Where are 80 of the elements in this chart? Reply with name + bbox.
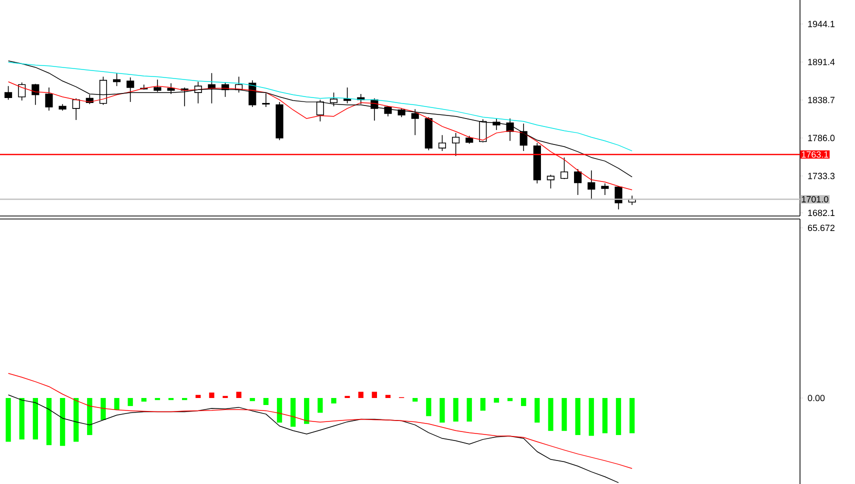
candlestick	[520, 123, 528, 152]
y-tick-label: 1891.4	[808, 58, 835, 66]
candlestick	[452, 132, 460, 156]
bar	[6, 398, 11, 442]
y-tick-label: 0.00	[808, 394, 825, 402]
candlestick	[546, 174, 554, 189]
bar	[426, 398, 432, 416]
bar	[507, 398, 513, 402]
bar	[358, 392, 364, 398]
bar	[629, 398, 635, 434]
y-tick-label: 1682.1	[808, 210, 835, 216]
candlestick	[45, 87, 53, 111]
candlestick	[438, 134, 446, 152]
candlestick	[344, 87, 352, 104]
candlestick	[126, 77, 134, 102]
candlestick	[18, 82, 26, 101]
candlestick	[32, 84, 40, 106]
bar	[114, 398, 120, 410]
bar	[602, 398, 608, 434]
bar	[480, 398, 486, 411]
bar	[372, 392, 377, 398]
bar	[466, 398, 472, 422]
bar	[74, 398, 79, 442]
candlestick	[560, 157, 568, 180]
bar	[60, 398, 66, 446]
bar	[196, 394, 201, 398]
bar	[575, 398, 580, 436]
bar	[588, 398, 594, 436]
bar	[46, 398, 52, 446]
y-tick-label: 1838.7	[808, 96, 834, 104]
ref-line-label: 1701.0	[802, 196, 828, 202]
ref-line-label: 1763.1	[802, 151, 828, 158]
bar	[263, 398, 269, 405]
candlestick	[154, 79, 162, 92]
bar	[440, 398, 445, 423]
candlestick	[112, 72, 121, 86]
bar	[494, 398, 500, 403]
bar	[100, 398, 106, 420]
y-tick-label: 65.672	[808, 224, 834, 232]
bar	[304, 398, 310, 424]
bar	[534, 398, 540, 423]
candlestick	[72, 98, 80, 120]
candlestick	[492, 118, 500, 130]
bar	[521, 398, 526, 406]
bar	[19, 398, 24, 440]
candlestick	[479, 118, 487, 143]
bar	[290, 398, 296, 427]
candlestick	[411, 108, 419, 136]
bar	[385, 394, 391, 398]
bar	[412, 398, 418, 402]
line-series	[8, 373, 632, 469]
bar	[87, 398, 92, 436]
candlestick	[208, 72, 216, 104]
candlestick	[194, 81, 202, 104]
bar	[453, 398, 458, 422]
candlestick	[330, 92, 338, 107]
bar	[318, 398, 323, 413]
candlestick	[167, 82, 175, 94]
candlestick	[262, 92, 270, 108]
bar	[128, 398, 133, 406]
candlestick	[316, 99, 324, 122]
bar	[141, 398, 146, 402]
candlestick	[601, 183, 609, 196]
candlestick	[588, 170, 596, 200]
bar	[276, 398, 282, 423]
candlestick	[99, 76, 108, 106]
candlestick	[574, 168, 582, 196]
bar	[209, 392, 214, 398]
y-tick-label: 1786.0	[808, 134, 835, 142]
bar	[616, 398, 622, 436]
y-tick-label: 1944.1	[808, 20, 835, 28]
candlestick	[506, 118, 514, 142]
bar	[562, 398, 567, 431]
bar	[236, 392, 242, 398]
y-tick-label: 1733.3	[808, 172, 835, 180]
bar	[250, 398, 255, 402]
bar	[548, 398, 554, 431]
bar	[32, 398, 38, 440]
bar	[331, 398, 336, 404]
candlestick	[4, 86, 12, 100]
